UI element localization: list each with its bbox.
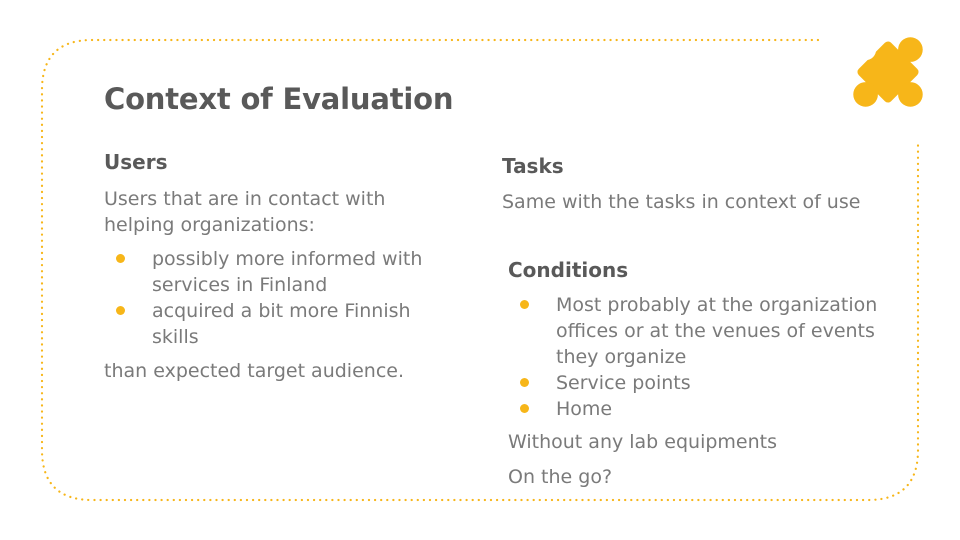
users-heading: Users xyxy=(104,150,167,174)
conditions-footer-1: Without any lab equipments xyxy=(508,429,777,455)
list-item-text: Service points xyxy=(556,372,691,394)
tasks-heading: Tasks xyxy=(502,154,564,178)
bullet-icon xyxy=(520,378,529,387)
puzzle-piece-icon xyxy=(844,28,932,116)
list-item: possibly more informed with services in … xyxy=(104,246,434,298)
bullet-icon xyxy=(116,306,125,315)
list-item: Home xyxy=(508,396,908,422)
users-list: possibly more informed with services in … xyxy=(104,246,434,350)
users-outro: than expected target audience. xyxy=(104,358,404,384)
list-item-text: Home xyxy=(556,398,612,420)
list-item-text: acquired a bit more Finnish skills xyxy=(152,300,411,348)
conditions-footer-2: On the go? xyxy=(508,464,612,490)
list-item: Most probably at the organization office… xyxy=(508,292,908,370)
tasks-body: Same with the tasks in context of use xyxy=(502,189,860,215)
list-item-text: possibly more informed with services in … xyxy=(152,248,422,296)
list-item-text: Most probably at the organization office… xyxy=(556,294,877,368)
list-item: Service points xyxy=(508,370,908,396)
bullet-icon xyxy=(116,254,125,263)
page-title: Context of Evaluation xyxy=(104,82,453,116)
users-intro: Users that are in contact with helping o… xyxy=(104,186,434,238)
conditions-heading: Conditions xyxy=(508,258,628,282)
bullet-icon xyxy=(520,300,529,309)
list-item: acquired a bit more Finnish skills xyxy=(104,298,434,350)
conditions-list: Most probably at the organization office… xyxy=(508,292,908,422)
bullet-icon xyxy=(520,404,529,413)
